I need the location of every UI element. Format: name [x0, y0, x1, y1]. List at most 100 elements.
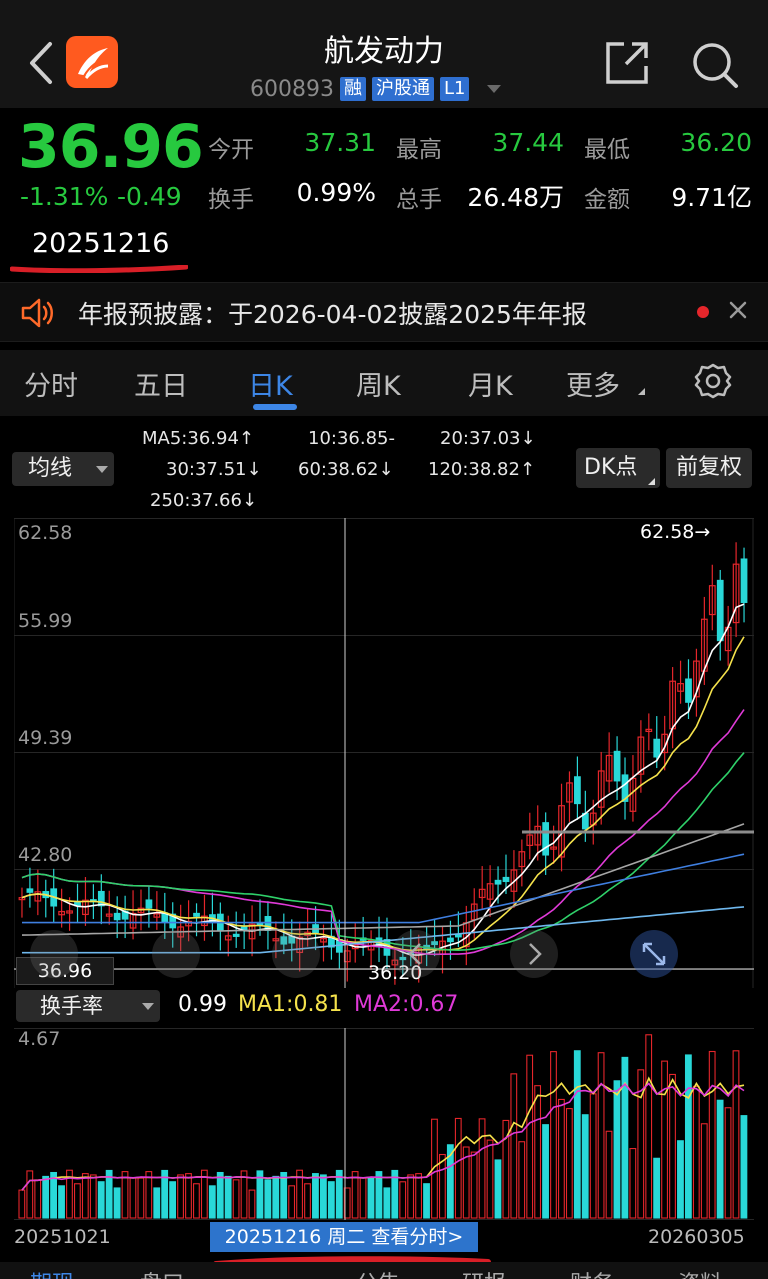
- bottom-tab-2[interactable]: 盘口: [140, 1266, 184, 1279]
- dk-point-button[interactable]: DK点: [576, 448, 660, 488]
- bottom-tab-6[interactable]: 资料: [678, 1266, 722, 1279]
- sub-indicator-selector[interactable]: 换手率: [16, 990, 160, 1022]
- minus-button[interactable]: [152, 930, 200, 978]
- back-arrow-icon[interactable]: [26, 40, 56, 86]
- candle-body: [193, 912, 200, 917]
- turnover-bar: [573, 1050, 581, 1219]
- turnover-bar: [589, 1093, 597, 1219]
- turnover-label: 换手: [208, 187, 254, 213]
- turnover-bar: [740, 1115, 748, 1219]
- low-price-marker: 36.20: [368, 962, 423, 984]
- turnover-bar: [684, 1054, 692, 1219]
- candlestick-chart[interactable]: [14, 518, 754, 988]
- bottom-tab-3[interactable]: 公告: [356, 1266, 400, 1279]
- candle-body: [621, 774, 629, 802]
- candle-body: [185, 920, 192, 927]
- turnover-bar: [169, 1181, 177, 1219]
- chevron-right-icon: [529, 943, 542, 965]
- turnover-chart[interactable]: [14, 1028, 754, 1220]
- close-icon[interactable]: [728, 300, 748, 320]
- candle-body: [518, 851, 526, 868]
- ma-line: [22, 853, 745, 924]
- turnover-bar: [288, 1185, 296, 1219]
- scroll-right-button[interactable]: [510, 930, 558, 978]
- tab-five-day[interactable]: 五日: [134, 371, 188, 402]
- tab-more[interactable]: 更多: [566, 371, 620, 402]
- volume-value: 26.48万: [467, 183, 564, 212]
- turnover-ma-line: [21, 1082, 745, 1191]
- turnover-bar: [145, 1171, 153, 1219]
- candle-body: [153, 913, 161, 918]
- red-underline-mark: [10, 265, 188, 273]
- turnover-bar: [89, 1174, 97, 1219]
- turnover-bar: [248, 1189, 256, 1219]
- turnover-bar: [367, 1177, 375, 1219]
- forward-adjust-button[interactable]: 前复权: [666, 448, 752, 488]
- change-amount: -0.49: [117, 182, 182, 211]
- candle-body: [26, 888, 34, 893]
- tab-weekly-k[interactable]: 周K: [356, 371, 401, 402]
- announcement-banner[interactable]: 年报预披露：于2026-04-02披露2025年年报: [0, 282, 768, 342]
- margin-tag: 融: [339, 77, 366, 101]
- candle-body: [66, 910, 73, 914]
- candle-body: [534, 825, 542, 846]
- turnover-bar: [677, 1140, 684, 1219]
- turnover-bar: [724, 1107, 732, 1219]
- sub-indicator-label: 换手率: [40, 994, 103, 1018]
- turnover-bar: [113, 1187, 121, 1219]
- plus-button[interactable]: [272, 930, 320, 978]
- open-value: 37.31: [304, 128, 376, 157]
- turnover-bar: [661, 1060, 668, 1219]
- turnover-bar: [319, 1174, 327, 1219]
- turnover-bar: [161, 1169, 169, 1219]
- bottom-tab-4[interactable]: 研报: [462, 1266, 506, 1279]
- tab-monthly-k[interactable]: 月K: [468, 371, 513, 402]
- turnover-bar: [58, 1185, 65, 1219]
- turnover-bar: [510, 1073, 518, 1219]
- ma-line: [22, 906, 745, 954]
- stock-name: 航发动力: [324, 34, 444, 69]
- scroll-left-button[interactable]: [392, 930, 440, 978]
- candle-body: [478, 888, 486, 899]
- candle-body: [129, 912, 137, 929]
- candle-body: [447, 937, 454, 943]
- ma1-value: MA1:0.81: [238, 992, 343, 1017]
- high-value: 37.44: [492, 128, 564, 157]
- stock-code-row: 600893 融 沪股通 L1: [250, 76, 502, 102]
- active-tab-indicator: [253, 404, 297, 410]
- cursor-date-button[interactable]: 20251216 周二 查看分时>: [210, 1222, 478, 1252]
- turnover-bar: [177, 1174, 184, 1219]
- turnover-bar: [470, 1151, 478, 1219]
- turnover-bar: [121, 1171, 129, 1219]
- turnover-bar: [438, 1153, 446, 1219]
- top-header: 航发动力 600893 融 沪股通 L1: [0, 0, 768, 108]
- search-icon[interactable]: [690, 40, 740, 90]
- turnover-bar: [137, 1177, 145, 1219]
- gear-icon[interactable]: [694, 362, 732, 400]
- turnover-bar: [73, 1183, 81, 1219]
- expand-icon: [642, 942, 666, 966]
- turnover-bar: [526, 1054, 534, 1219]
- zoom-out-button[interactable]: [30, 930, 78, 978]
- tab-intraday[interactable]: 分时: [24, 371, 78, 402]
- turnover-bar: [375, 1171, 383, 1219]
- turnover-bar: [296, 1169, 303, 1219]
- turnover-bar: [240, 1170, 248, 1219]
- candle-body: [550, 846, 557, 850]
- turnover-bar: [431, 1118, 438, 1219]
- level-tag: L1: [439, 77, 470, 101]
- turnover-bar: [359, 1177, 367, 1219]
- tab-daily-k[interactable]: 日K: [248, 371, 293, 402]
- bottom-tab-5[interactable]: 财务: [570, 1266, 614, 1279]
- turnover-bar: [415, 1173, 423, 1219]
- turnover-bar: [565, 1108, 573, 1219]
- bottom-tab-1[interactable]: 期现: [30, 1266, 74, 1279]
- chevron-down-icon[interactable]: [487, 85, 502, 93]
- turnover-bar: [462, 1146, 470, 1219]
- share-icon[interactable]: [604, 40, 650, 86]
- x-end-date: 20260305: [648, 1226, 745, 1248]
- fullscreen-button[interactable]: [630, 930, 678, 978]
- ma-selector[interactable]: 均线: [12, 452, 114, 486]
- ma60-legend: 60:38.62↓: [298, 459, 394, 480]
- candle-body: [494, 879, 502, 885]
